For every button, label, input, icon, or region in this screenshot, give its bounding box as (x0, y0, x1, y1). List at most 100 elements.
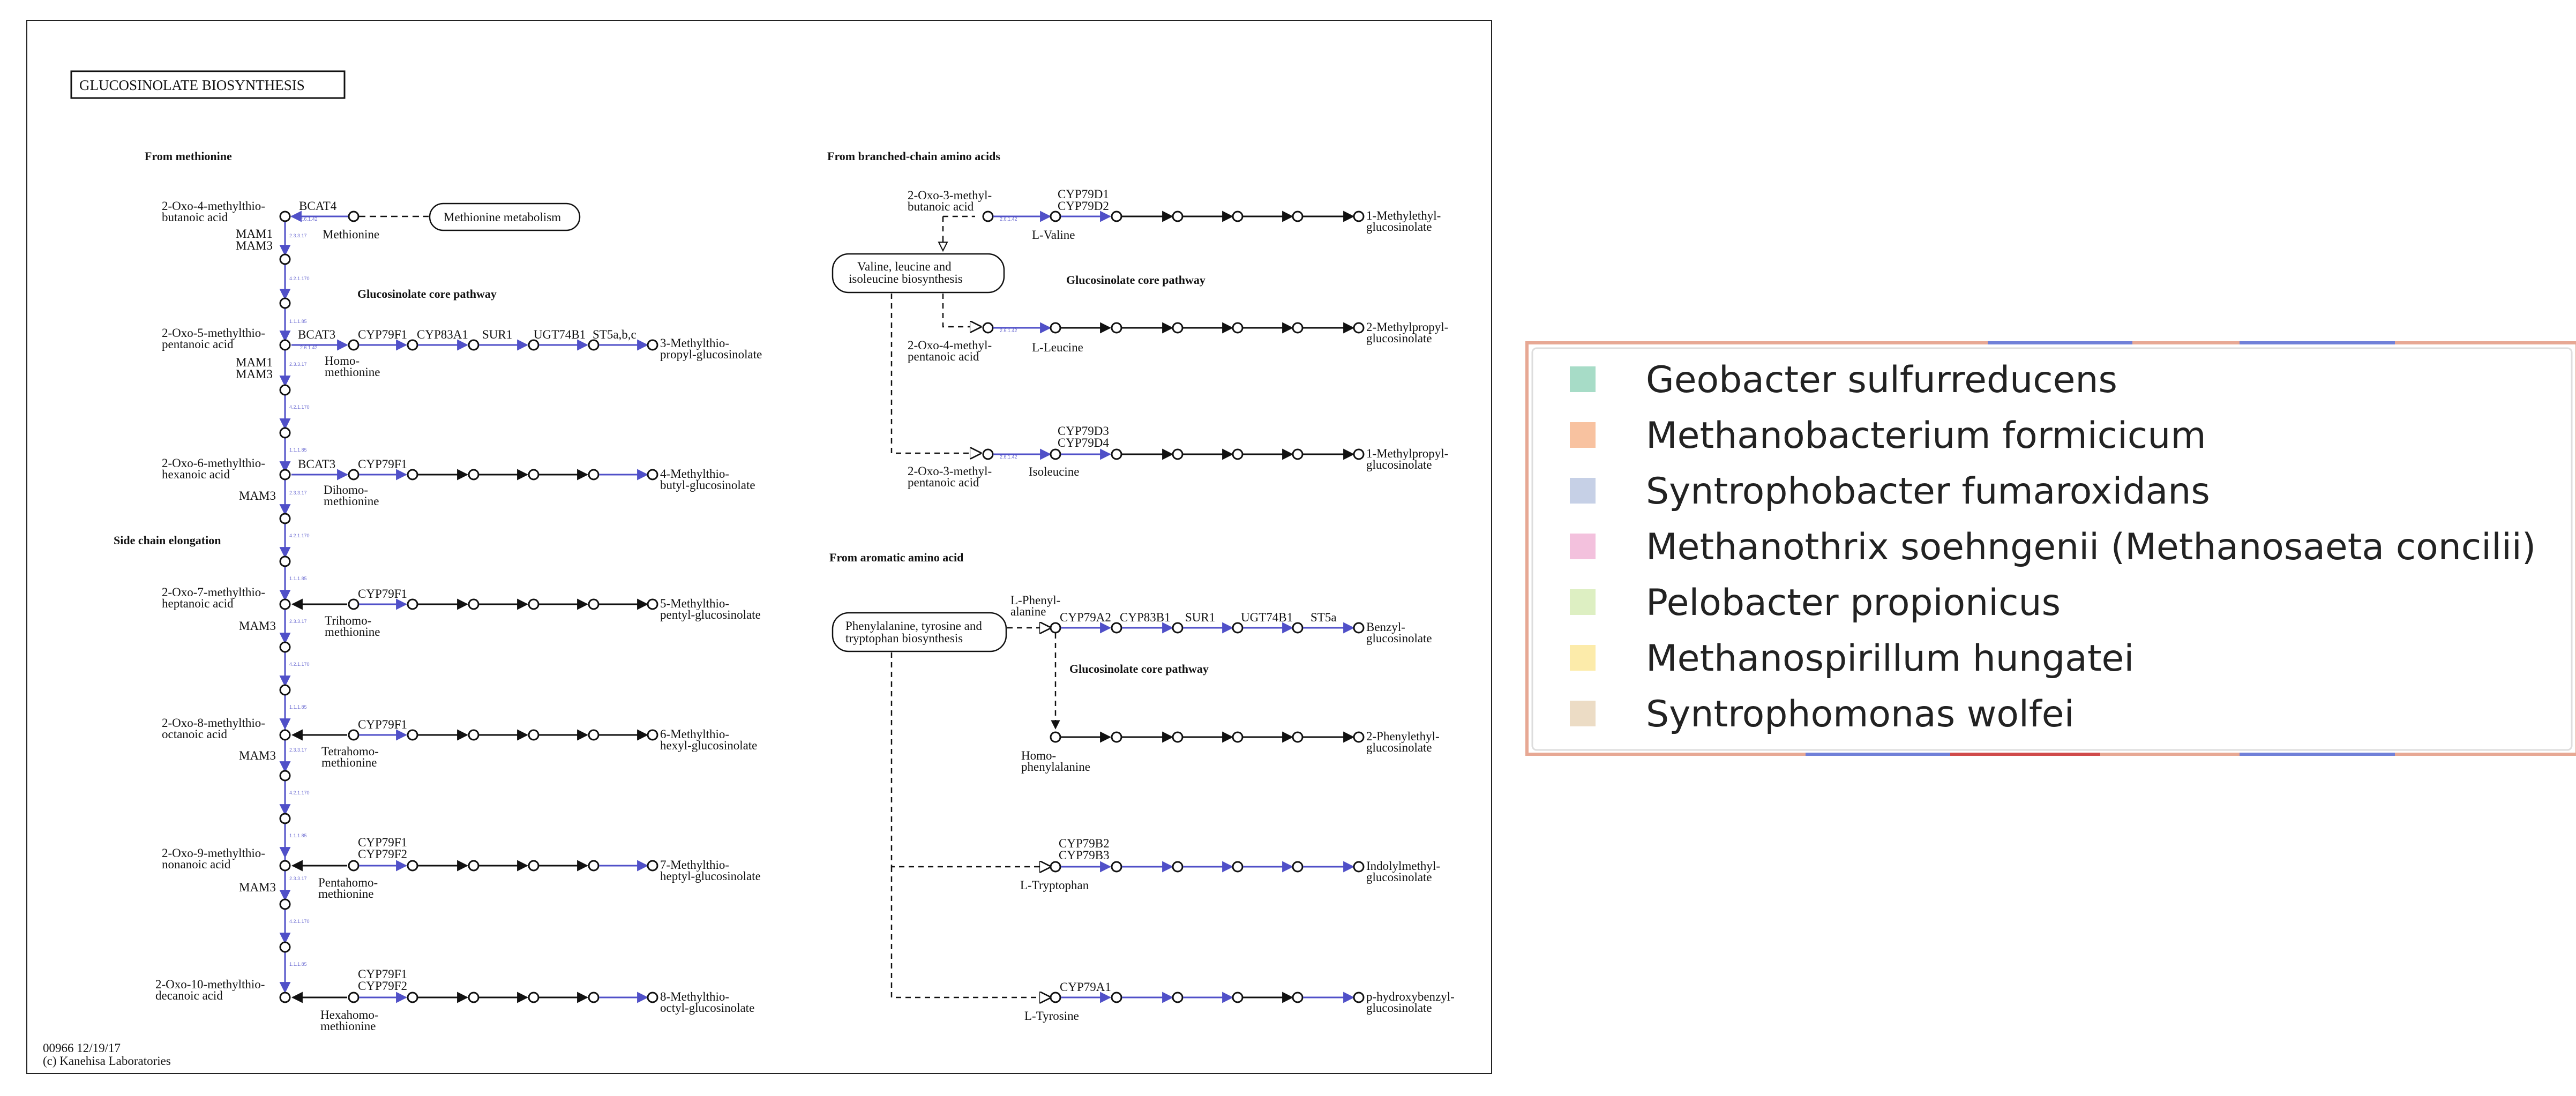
box-methionine-metabolism (429, 202, 581, 231)
svg-text:2-Phenylethyl-: 2-Phenylethyl- (1366, 730, 1440, 743)
svg-text:tryptophan biosynthesis: tryptophan biosynthesis (845, 632, 963, 645)
svg-text:glucosinolate: glucosinolate (1366, 220, 1432, 234)
legend-label-3: Syntrophobacter fumaroxidans (1646, 470, 2210, 513)
svg-text:L-Phenyl-: L-Phenyl- (1010, 594, 1060, 607)
gene-cyp79f1-a: CYP79F1 (358, 328, 407, 341)
gene-mam3-d: MAM3 (239, 619, 276, 633)
ec-chain-18: 1.1.1.85 (289, 962, 307, 967)
footer-copyright: (c) Kanehisa Laboratories (43, 1054, 171, 1068)
map-frame (26, 20, 1492, 1074)
svg-text:glucosinolate: glucosinolate (1366, 332, 1432, 345)
gene-cyp79f1-d: CYP79F1 (358, 718, 407, 731)
gene-cyp79d3: CYP79D3 (1058, 424, 1109, 438)
svg-text:decanoic acid: decanoic acid (155, 989, 223, 1002)
legend-swatch-3 (1570, 478, 1596, 504)
svg-text:pentanoic acid: pentanoic acid (908, 350, 979, 363)
legend-label-1: Geobacter sulfurreducens (1646, 359, 2117, 401)
gene-mam1-b: MAM1 (236, 356, 273, 369)
svg-text:2-Oxo-7-methylthio-: 2-Oxo-7-methylthio- (162, 585, 265, 599)
gene-cyp79d4: CYP79D4 (1058, 436, 1109, 449)
svg-text:methionine: methionine (321, 756, 377, 769)
legend-label-2: Methanobacterium formicicum (1646, 415, 2206, 457)
gene-cyp79b2: CYP79B2 (1059, 837, 1110, 850)
oxo4-line1: 2-Oxo-4-methylthio- (162, 199, 265, 213)
svg-text:methionine: methionine (324, 494, 379, 508)
gene-mam1-a: MAM1 (236, 227, 273, 241)
gene-cyp79b3: CYP79B3 (1059, 849, 1110, 862)
gene-cyp79f1-b: CYP79F1 (358, 457, 407, 471)
ec-chain-9: 1.1.1.85 (289, 576, 307, 581)
legend-swatch-2 (1570, 422, 1596, 448)
branched-chain-section: Valine, leucine and isoleucine biosynthe… (832, 187, 1448, 489)
methionine-label: Methionine (323, 228, 379, 241)
svg-text:2-Methylpropyl-: 2-Methylpropyl- (1366, 320, 1448, 334)
svg-text:2.6.1.42: 2.6.1.42 (1000, 454, 1017, 460)
legend-swatch-6 (1570, 645, 1596, 671)
node-methionine (348, 211, 360, 222)
gene-st5a: ST5a (1311, 611, 1337, 624)
ec-chain-7: 2.3.3.17 (289, 490, 307, 496)
aromatic-section: Phenylalanine, tyrosine and tryptophan b… (832, 594, 1455, 1023)
ec-chain-4: 2.3.3.17 (289, 362, 307, 367)
svg-text:1-Methylpropyl-: 1-Methylpropyl- (1366, 447, 1448, 460)
legend-swatch-1 (1570, 366, 1596, 392)
svg-text:4-Methylthio-: 4-Methylthio- (660, 467, 729, 481)
homomethionine-l2: methionine (325, 365, 380, 379)
svg-text:octyl-glucosinolate: octyl-glucosinolate (660, 1001, 754, 1015)
ec-chain-11: 4.2.1.170 (289, 662, 310, 667)
svg-text:pentyl-glucosinolate: pentyl-glucosinolate (660, 608, 761, 621)
legend-label-4: Methanothrix soehngenii (Methanosaeta co… (1646, 526, 2536, 568)
row-tetrahomomethionine: 2-Oxo-8-methylthio- octanoic acid Tetrah… (162, 716, 757, 769)
map-title-box (70, 70, 346, 99)
svg-text:Trihomo-: Trihomo- (325, 614, 371, 627)
ec-chain-2: 4.2.1.170 (289, 276, 310, 281)
svg-text:hexyl-glucosinolate: hexyl-glucosinolate (660, 739, 757, 752)
svg-text:glucosinolate: glucosinolate (1366, 632, 1432, 645)
svg-text:Benzyl-: Benzyl- (1366, 620, 1405, 634)
ec-chain-12: 1.1.1.85 (289, 704, 307, 710)
p3-line2: propyl-glucosinolate (660, 348, 762, 361)
legend-swatch-7 (1570, 701, 1596, 726)
gene-mam3-f: MAM3 (239, 881, 276, 894)
ec-chain-10: 2.3.3.17 (289, 619, 307, 624)
oxo4-line2: butanoic acid (162, 211, 228, 224)
svg-text:Valine, leucine and: Valine, leucine and (857, 260, 952, 273)
gene-sur1-a: SUR1 (482, 328, 512, 341)
svg-text:2-Oxo-3-methyl-: 2-Oxo-3-methyl- (908, 189, 992, 202)
ec-chain-5: 4.2.1.170 (289, 404, 310, 410)
svg-text:Pentahomo-: Pentahomo- (318, 876, 378, 889)
row-pentahomomethionine: 2-Oxo-9-methylthio- nonanoic acid Pentah… (162, 836, 761, 900)
map-title: GLUCOSINOLATE BIOSYNTHESIS (79, 77, 305, 93)
svg-text:Tetrahomo-: Tetrahomo- (321, 745, 379, 758)
gene-cyp79d2-a: CYP79D2 (1058, 199, 1109, 213)
svg-text:L-Valine: L-Valine (1032, 228, 1075, 242)
svg-text:8-Methylthio-: 8-Methylthio- (660, 990, 729, 1003)
p3-line1: 3-Methylthio- (660, 336, 729, 350)
gene-sur1-b: SUR1 (1185, 611, 1215, 624)
ec-bcat3-a: 2.6.1.42 (300, 345, 318, 350)
gene-cyp83a1: CYP83A1 (417, 328, 468, 341)
svg-text:2.6.1.42: 2.6.1.42 (1000, 216, 1017, 222)
svg-text:octanoic acid: octanoic acid (162, 727, 227, 741)
svg-text:2-Oxo-10-methylthio-: 2-Oxo-10-methylthio- (155, 978, 265, 991)
section-methionine: From methionine (145, 149, 232, 163)
legend-swatch-5 (1570, 589, 1596, 615)
gene-bcat3-b: BCAT3 (298, 457, 335, 471)
svg-text:2-Oxo-8-methylthio-: 2-Oxo-8-methylthio- (162, 716, 265, 730)
methionine-metabolism-label: Methionine metabolism (444, 211, 561, 224)
chain-ec-labels: 2.3.3.17 4.2.1.170 1.1.1.85 2.3.3.17 4.2… (289, 233, 310, 967)
ec-chain-15: 1.1.1.85 (289, 833, 307, 838)
row-homomethionine: 2-Oxo-5-methylthio- pentanoic acid BCAT3… (162, 326, 762, 379)
section-core-aromatic: Glucosinolate core pathway (1069, 662, 1209, 675)
gene-mam3-e: MAM3 (239, 749, 276, 762)
gene-cyp79f1-f: CYP79F1 (358, 967, 407, 981)
row-hexahomomethionine: 2-Oxo-10-methylthio- decanoic acid Hexah… (155, 967, 754, 1033)
footer-id: 00966 12/19/17 (43, 1041, 121, 1055)
svg-text:Dihomo-: Dihomo- (324, 483, 368, 497)
ec-chain-17: 4.2.1.170 (289, 919, 310, 924)
svg-text:2-Oxo-9-methylthio-: 2-Oxo-9-methylthio- (162, 846, 265, 860)
gene-cyp79f1-e: CYP79F1 (358, 836, 407, 849)
section-aromatic: From aromatic amino acid (829, 551, 963, 564)
legend-label-6: Methanospirillum hungatei (1646, 637, 2134, 680)
